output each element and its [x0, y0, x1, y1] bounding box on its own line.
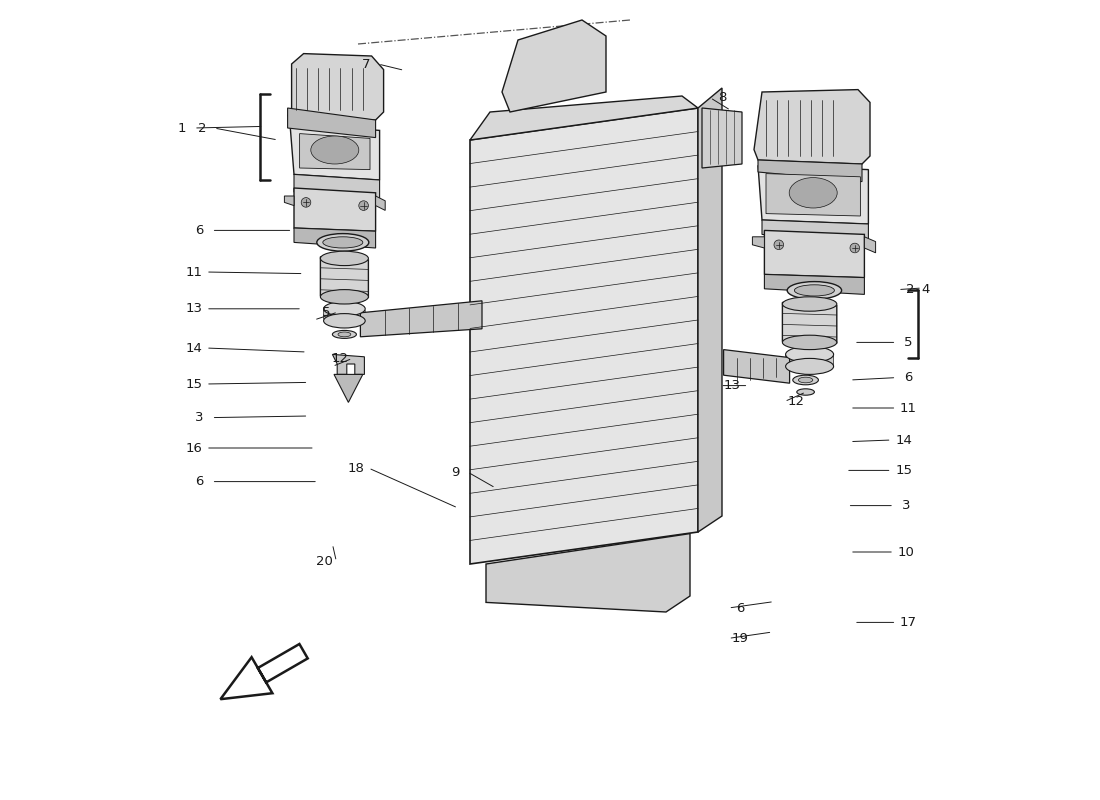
Circle shape	[359, 201, 369, 210]
Ellipse shape	[323, 314, 365, 328]
Text: 6: 6	[196, 224, 204, 237]
Text: 18: 18	[348, 462, 365, 474]
Text: 1: 1	[178, 122, 186, 134]
Polygon shape	[294, 188, 375, 231]
Polygon shape	[752, 237, 764, 248]
Circle shape	[774, 240, 783, 250]
Polygon shape	[785, 354, 834, 366]
Text: 2: 2	[905, 283, 914, 296]
Polygon shape	[332, 354, 364, 374]
Polygon shape	[865, 237, 876, 253]
Text: 15: 15	[186, 378, 202, 390]
Text: 14: 14	[895, 434, 912, 446]
Polygon shape	[287, 108, 375, 138]
Text: 13: 13	[186, 302, 202, 315]
Polygon shape	[290, 124, 380, 180]
Polygon shape	[698, 88, 722, 532]
Polygon shape	[320, 257, 368, 298]
Ellipse shape	[322, 237, 363, 248]
Polygon shape	[294, 174, 379, 202]
Text: 4: 4	[922, 283, 931, 296]
Polygon shape	[758, 160, 862, 182]
Ellipse shape	[793, 375, 818, 385]
Text: 13: 13	[724, 379, 741, 392]
Text: 20: 20	[316, 555, 333, 568]
Polygon shape	[782, 302, 837, 343]
Polygon shape	[375, 196, 385, 210]
Polygon shape	[285, 196, 294, 206]
Circle shape	[301, 198, 311, 207]
Polygon shape	[702, 108, 743, 168]
Text: 16: 16	[186, 442, 202, 454]
Ellipse shape	[323, 302, 365, 316]
Text: 9: 9	[451, 466, 460, 478]
Polygon shape	[766, 174, 860, 216]
Ellipse shape	[785, 346, 834, 362]
Ellipse shape	[320, 251, 368, 266]
Text: 5: 5	[904, 336, 913, 349]
Polygon shape	[502, 20, 606, 112]
Text: 6: 6	[196, 475, 204, 488]
Ellipse shape	[782, 297, 837, 311]
Text: 14: 14	[186, 342, 202, 354]
Polygon shape	[486, 534, 690, 612]
Text: 3: 3	[902, 499, 911, 512]
Ellipse shape	[796, 389, 814, 395]
Text: 11: 11	[900, 402, 917, 414]
Text: 19: 19	[732, 632, 749, 645]
Text: 12: 12	[788, 395, 805, 408]
Ellipse shape	[799, 378, 813, 383]
Polygon shape	[470, 108, 698, 564]
Polygon shape	[287, 54, 384, 120]
Ellipse shape	[311, 136, 359, 164]
Circle shape	[850, 243, 859, 253]
Polygon shape	[220, 644, 308, 699]
Text: 5: 5	[321, 306, 330, 318]
Text: 8: 8	[718, 91, 726, 104]
Polygon shape	[764, 274, 865, 294]
Text: 2: 2	[198, 122, 207, 134]
Ellipse shape	[794, 285, 835, 296]
Ellipse shape	[338, 332, 351, 337]
Text: 3: 3	[196, 411, 204, 424]
Text: 15: 15	[895, 464, 912, 477]
Text: 6: 6	[904, 371, 913, 384]
Ellipse shape	[788, 282, 842, 299]
Polygon shape	[754, 90, 870, 164]
Polygon shape	[334, 374, 363, 402]
Text: 6: 6	[736, 602, 745, 614]
Ellipse shape	[785, 358, 834, 374]
Text: 11: 11	[186, 266, 202, 278]
Polygon shape	[323, 309, 365, 321]
Polygon shape	[299, 134, 370, 170]
Ellipse shape	[332, 330, 356, 338]
Text: 12: 12	[332, 352, 349, 365]
Text: 7: 7	[362, 58, 371, 70]
Polygon shape	[470, 96, 698, 140]
Text: 10: 10	[898, 546, 914, 558]
Polygon shape	[361, 301, 482, 337]
Polygon shape	[758, 166, 868, 224]
Polygon shape	[294, 228, 375, 248]
Ellipse shape	[320, 290, 368, 304]
Text: 17: 17	[900, 616, 917, 629]
Ellipse shape	[782, 335, 837, 350]
Polygon shape	[724, 350, 790, 383]
Ellipse shape	[317, 234, 368, 251]
Ellipse shape	[789, 178, 837, 208]
Polygon shape	[762, 220, 868, 244]
Polygon shape	[764, 230, 865, 278]
